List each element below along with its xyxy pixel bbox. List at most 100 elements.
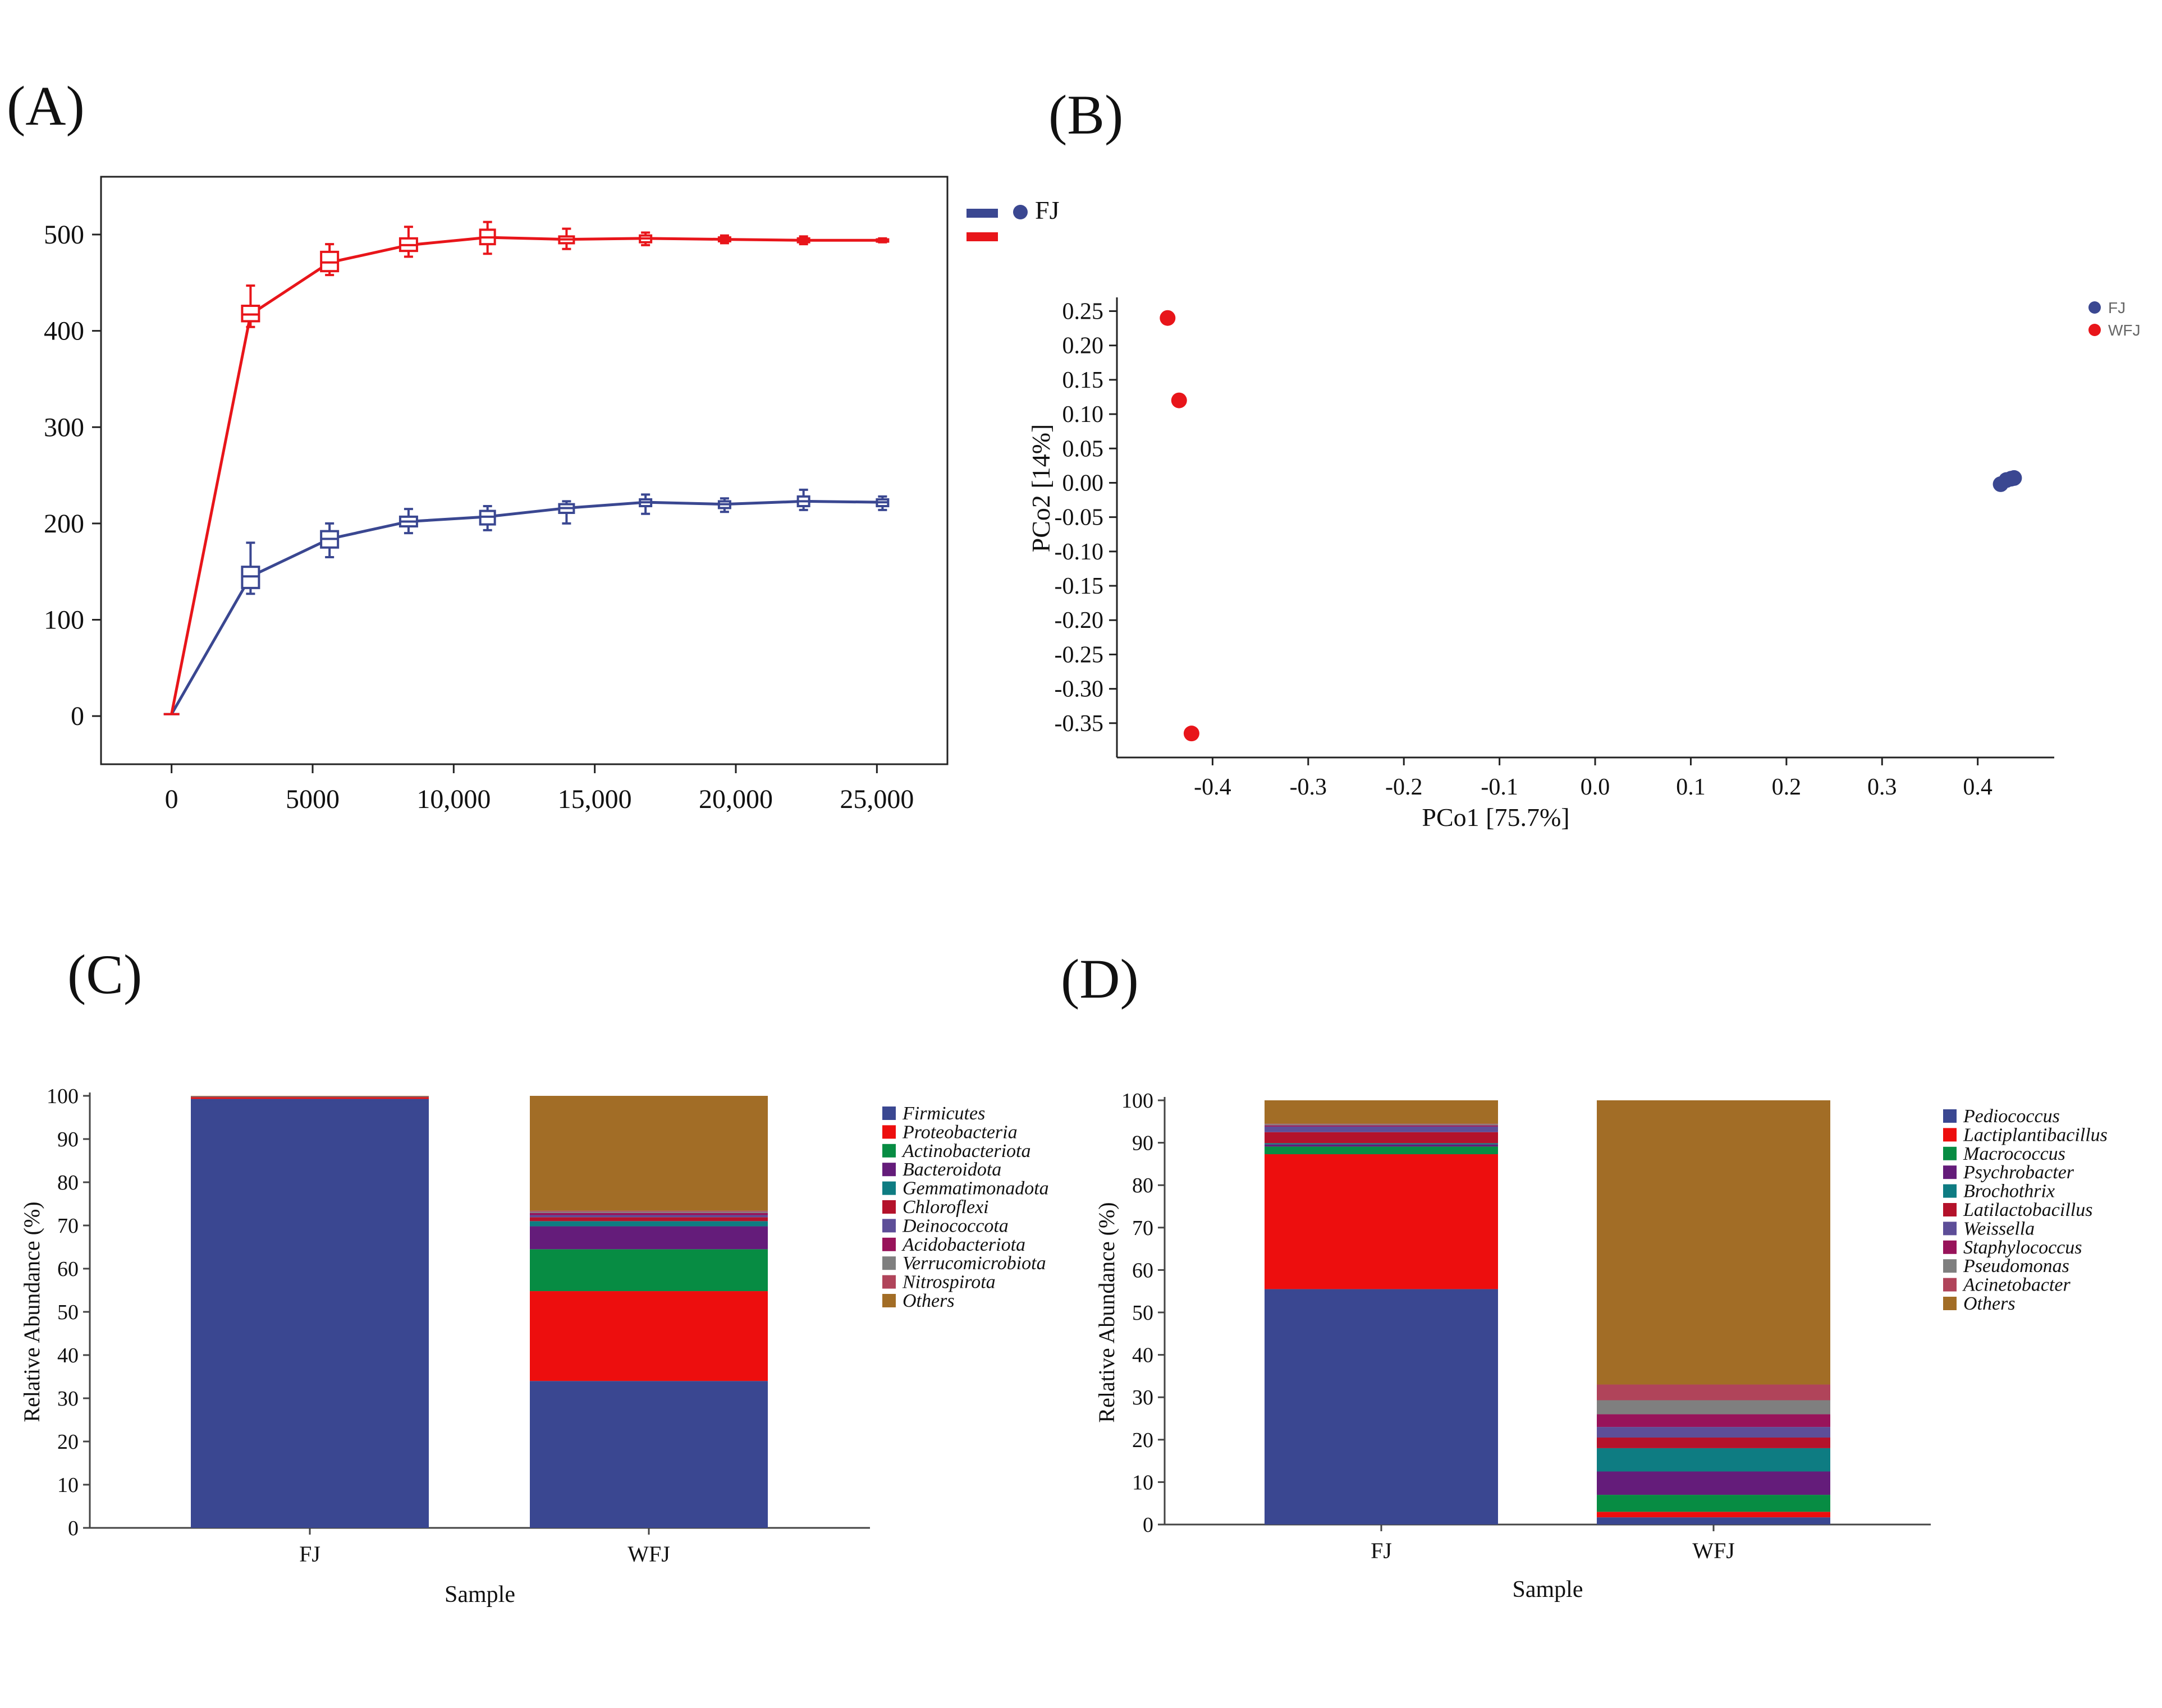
scatter-point-wfj xyxy=(1171,392,1187,408)
x-tick-label: 5000 xyxy=(286,784,340,814)
bar-segment-wfj-deinococcota xyxy=(530,1215,768,1218)
y-tick-label: 10 xyxy=(57,1473,79,1497)
bar-segment-fj-proteobacteria xyxy=(191,1097,429,1099)
bar-segment-wfj-latilactobacillus xyxy=(1597,1438,1830,1448)
bar-segment-wfj-psychrobacter xyxy=(1597,1471,1830,1495)
legend-label-fj: FJ xyxy=(1035,196,1059,224)
y-tick-label: 500 xyxy=(44,220,84,250)
plot-frame xyxy=(100,176,949,765)
bar-segment-wfj-chloroflexi xyxy=(530,1217,768,1222)
legend-swatch xyxy=(882,1163,896,1177)
y-tick-label: 80 xyxy=(57,1171,79,1195)
bar-segment-fj-weissella xyxy=(1265,1126,1498,1132)
x-tick-label: -0.2 xyxy=(1385,774,1423,800)
y-tick-label: 10 xyxy=(1132,1471,1153,1494)
legend-swatch xyxy=(1943,1297,1957,1310)
legend-swatch-red xyxy=(967,232,998,241)
legend-label: Acinetobacter xyxy=(1962,1275,2071,1296)
legend-swatch xyxy=(1943,1146,1957,1160)
bar-segment-wfj-macrococcus xyxy=(1597,1495,1830,1512)
y-tick-label: 70 xyxy=(1132,1216,1153,1240)
x-tick-label-wfj: WFJ xyxy=(627,1541,670,1567)
y-tick-label: 90 xyxy=(1132,1132,1153,1155)
x-tick-label: 25,000 xyxy=(840,784,914,814)
x-tick-label: 0.0 xyxy=(1581,774,1610,800)
x-tick-label: -0.1 xyxy=(1481,774,1518,800)
legend-marker-fj xyxy=(2088,301,2101,314)
legend-swatch-fj xyxy=(967,209,998,218)
x-tick-label: 15,000 xyxy=(558,784,632,814)
x-tick-label-fj: FJ xyxy=(299,1541,320,1567)
legend-marker-fj xyxy=(1013,205,1028,219)
legend-swatch xyxy=(1943,1203,1957,1216)
y-tick-label: 50 xyxy=(1132,1301,1153,1325)
y-tick-label: 0.05 xyxy=(1062,436,1104,462)
y-axis-title: Relative Abundance (%) xyxy=(19,1201,44,1422)
legend-swatch xyxy=(882,1219,896,1233)
x-tick-label: 0 xyxy=(165,784,178,814)
scatter-point-fj xyxy=(2006,470,2022,486)
x-tick-label: -0.3 xyxy=(1290,774,1327,800)
bar-segment-wfj-others xyxy=(530,1096,768,1211)
legend-label: Firmicutes xyxy=(902,1103,985,1124)
y-tick-label: 40 xyxy=(1132,1344,1153,1367)
panel-label-d: (D) xyxy=(1061,948,1139,1010)
bar-segment-wfj-acidobacteriota xyxy=(530,1213,768,1215)
legend-label: Acidobacteriota xyxy=(901,1234,1025,1255)
x-tick-label-wfj: WFJ xyxy=(1692,1538,1735,1563)
series-line-red xyxy=(170,236,883,715)
x-tick-label: 20,000 xyxy=(699,784,773,814)
bar-segment-fj-brochothrix xyxy=(1265,1143,1498,1145)
legend-label-fj: FJ xyxy=(2108,299,2126,316)
legend-label: Deinococcota xyxy=(902,1215,1009,1236)
legend-label: Verrucomicrobiota xyxy=(903,1253,1046,1274)
legend-swatch xyxy=(1943,1165,1957,1179)
legend-label: Lactiplantibacillus xyxy=(1963,1124,2108,1145)
x-tick-label-fj: FJ xyxy=(1371,1538,1392,1563)
bar-segment-wfj-pediococcus xyxy=(1597,1517,1830,1525)
bar-segment-wfj-pseudomonas xyxy=(1597,1400,1830,1415)
legend-swatch xyxy=(882,1144,896,1158)
bar-segment-wfj-actinobacteriota xyxy=(530,1249,768,1292)
y-tick-label: 400 xyxy=(44,316,84,346)
bar-segment-fj-others xyxy=(1265,1100,1498,1124)
scatter-point-wfj xyxy=(1183,726,1199,742)
panel-label-a: (A) xyxy=(7,75,85,137)
bar-segment-fj-macrococcus xyxy=(1265,1146,1498,1155)
y-tick-label: 20 xyxy=(57,1430,79,1454)
legend-swatch xyxy=(882,1294,896,1307)
legend-swatch xyxy=(882,1200,896,1214)
bar-segment-fj-latilactobacillus xyxy=(1265,1132,1498,1144)
bar-segment-wfj-brochothrix xyxy=(1597,1448,1830,1472)
legend-label: Pseudomonas xyxy=(1963,1256,2069,1277)
y-axis-title: Relative Abundance (%) xyxy=(1094,1202,1119,1422)
legend-swatch xyxy=(882,1181,896,1195)
y-tick-label: -0.35 xyxy=(1055,711,1104,737)
bar-segment-fj-staphylococcus xyxy=(1265,1125,1498,1127)
y-tick-label: 0 xyxy=(68,1517,79,1540)
phylum-stacked-bar-chart: 0 10 20 30 40 50 60 70 80 90 100 FJ WFJ Sample Relativ… xyxy=(19,1085,1049,1608)
series-line-fj xyxy=(170,499,883,715)
y-tick-label: 200 xyxy=(44,509,84,539)
y-tick-label: 300 xyxy=(44,412,84,442)
bar-segment-wfj-proteobacteria xyxy=(530,1291,768,1381)
bar-segment-wfj-nitrospirota xyxy=(530,1210,768,1212)
legend-label: Nitrospirota xyxy=(902,1272,996,1293)
y-tick-label: 100 xyxy=(44,605,84,635)
x-tick-label: 10,000 xyxy=(416,784,491,814)
legend-label: Gemmatimonadota xyxy=(903,1178,1049,1199)
legend-label: Macrococcus xyxy=(1963,1144,2065,1164)
legend-swatch xyxy=(1943,1184,1957,1198)
y-axis-title: PCo2 [14%] xyxy=(1027,424,1055,553)
y-tick-label: -0.05 xyxy=(1055,505,1104,531)
panel-label-c: (C) xyxy=(67,943,142,1005)
legend-label: Bacteroidota xyxy=(903,1159,1001,1180)
panel-label-b: (B) xyxy=(1048,84,1123,146)
bar-segment-fj-psychrobacter xyxy=(1265,1144,1498,1147)
legend-label-wfj: WFJ xyxy=(2108,322,2141,339)
y-tick-label: -0.25 xyxy=(1055,642,1104,668)
bar-segment-wfj-weissella xyxy=(1597,1427,1830,1438)
bar-segment-wfj-firmicutes xyxy=(530,1381,768,1528)
y-tick-label: 0.25 xyxy=(1062,299,1104,324)
